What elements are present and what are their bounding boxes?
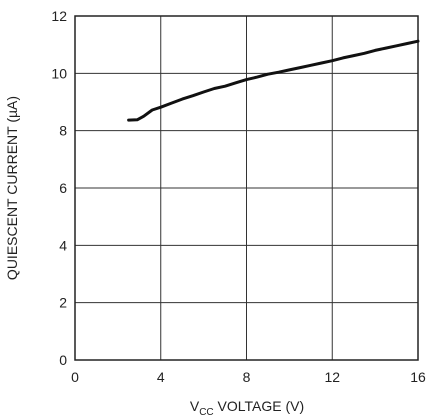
y-tick-label: 12 xyxy=(51,8,67,24)
x-axis-title-subscript: CC xyxy=(199,407,213,418)
x-axis-title: VCC VOLTAGE (V) xyxy=(190,398,304,418)
x-tick-labels: 0 4 8 12 16 xyxy=(71,369,426,385)
series-line xyxy=(127,39,420,122)
grid-lines xyxy=(75,16,418,360)
y-tick-labels: 0 2 4 6 8 10 12 xyxy=(51,8,67,368)
y-tick-label: 10 xyxy=(51,65,67,81)
x-tick-label: 0 xyxy=(71,369,79,385)
y-tick-label: 4 xyxy=(59,237,67,253)
y-tick-label: 8 xyxy=(59,123,67,139)
x-axis-title-rest: VOLTAGE (V) xyxy=(214,398,305,414)
y-tick-label: 2 xyxy=(59,295,67,311)
plot-frame xyxy=(74,15,419,361)
y-tick-label: 0 xyxy=(59,352,67,368)
x-axis-title-main: V xyxy=(190,398,200,414)
y-tick-label: 6 xyxy=(59,180,67,196)
x-tick-label: 8 xyxy=(243,369,251,385)
x-tick-label: 16 xyxy=(410,369,426,385)
x-tick-label: 4 xyxy=(157,369,165,385)
y-axis-title: QUIESCENT CURRENT (µA) xyxy=(4,96,20,280)
x-tick-label: 12 xyxy=(324,369,340,385)
